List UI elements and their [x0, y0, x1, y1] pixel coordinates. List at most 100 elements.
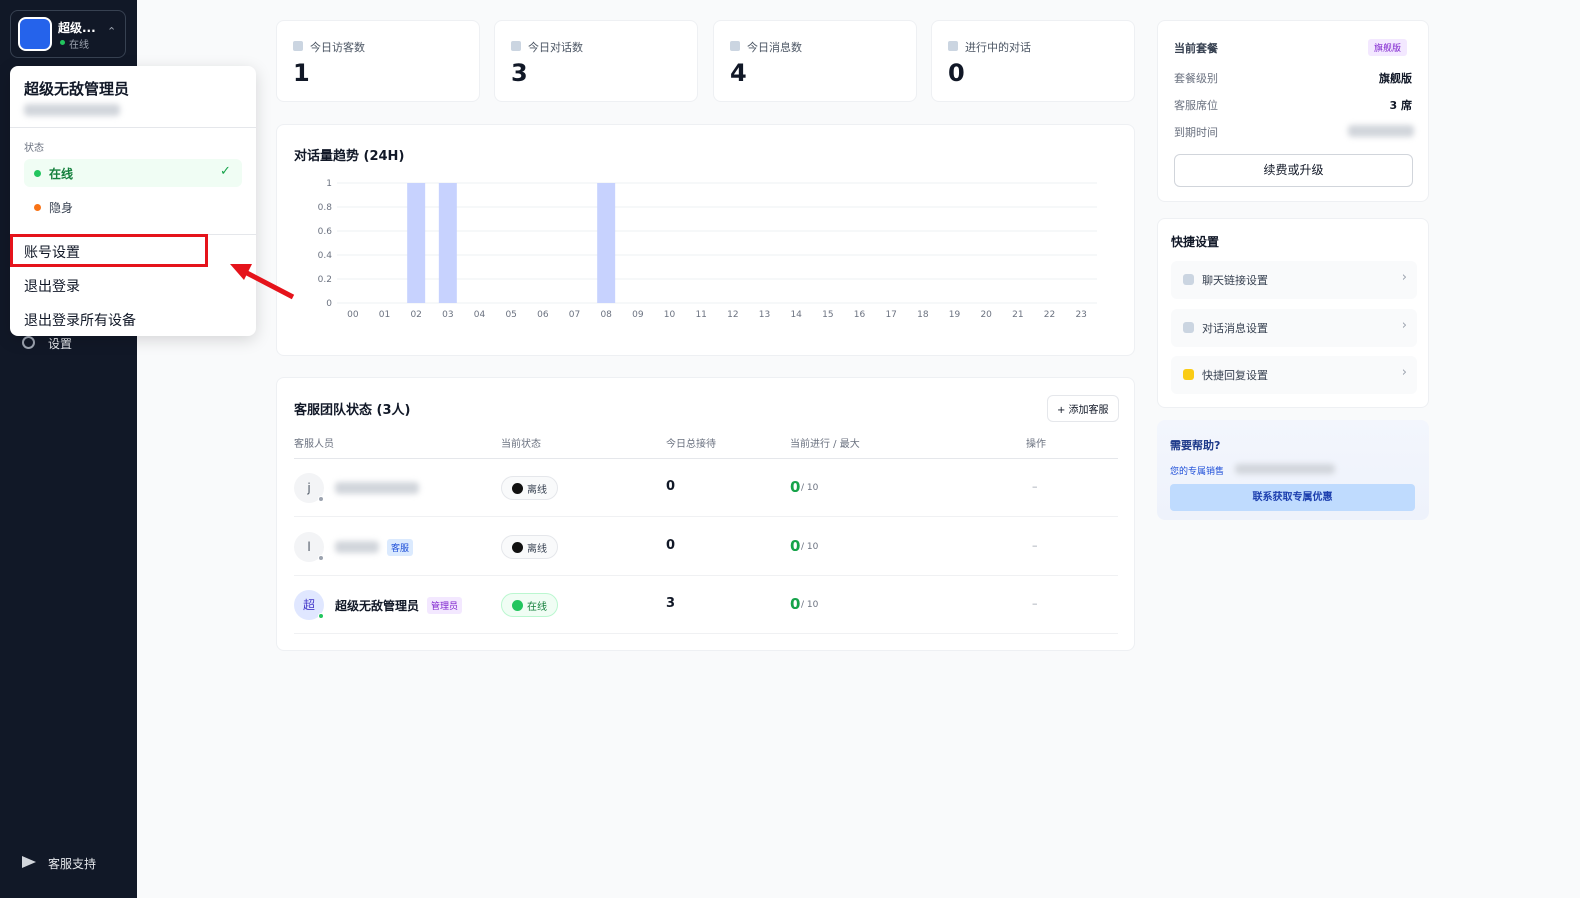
quick-item[interactable]: 快捷回复设置 ›	[1171, 356, 1417, 394]
menu-item[interactable]: 退出登录所有设备	[24, 313, 136, 329]
chevron: ⌃	[107, 25, 117, 38]
plan-title: 当前套餐	[1174, 42, 1218, 55]
presence-dot	[318, 613, 324, 619]
divider	[294, 458, 1118, 459]
email-blur	[24, 104, 120, 116]
status-dot	[34, 204, 41, 211]
x-tick-label: 08	[600, 310, 612, 320]
quick-item[interactable]: 聊天链接设置 ›	[1171, 261, 1417, 299]
x-tick-label: 15	[822, 310, 833, 320]
status-option[interactable]: 隐身	[24, 193, 242, 221]
action: –	[1032, 597, 1038, 610]
help-title: 需要帮助?	[1170, 439, 1221, 452]
today-count: 3	[666, 596, 676, 611]
team-title: 客服团队状态 (3人)	[294, 403, 411, 418]
current-load: 0	[790, 536, 801, 555]
chevron: ›	[1401, 270, 1407, 285]
quick-item[interactable]: 对话消息设置 ›	[1171, 308, 1417, 347]
contact-button[interactable]: 联系获取专属优惠	[1170, 484, 1415, 511]
y-tick-label: 0.2	[318, 275, 332, 285]
settings-link[interactable]: 设置	[48, 337, 73, 351]
support-link[interactable]: 客服支持	[48, 857, 97, 871]
role-badge: 管理员	[427, 597, 463, 614]
x-tick-label: 09	[632, 310, 644, 320]
status-dot	[512, 600, 523, 611]
quick-card: 快捷设置 聊天链接设置 › 对话消息设置 › 快捷回复设置 ›	[1157, 218, 1429, 408]
stat-value: 0	[948, 59, 965, 87]
stat-label: 进行中的对话	[965, 41, 1031, 54]
x-tick-label: 19	[949, 310, 961, 320]
send-icon	[22, 856, 36, 868]
stat-icon	[730, 41, 740, 51]
item-icon	[1183, 369, 1194, 380]
current-load: 0	[790, 478, 801, 496]
status-pill: 离线	[501, 534, 558, 559]
team-card: 客服团队状态 (3人) + 添加客服 客服人员 当前状态 今日总接待 当前进行 / 最大 操…	[276, 377, 1135, 651]
y-tick-label: 0	[326, 299, 332, 309]
status-dot	[512, 483, 523, 494]
max-load: / 10	[801, 541, 819, 552]
stat-icon	[948, 41, 958, 51]
plan-row-value: 3 席	[1389, 99, 1412, 112]
y-tick-label: 1	[326, 179, 332, 189]
x-tick-label: 16	[854, 310, 866, 320]
gear-icon	[22, 336, 35, 349]
action: –	[1032, 538, 1038, 552]
status-option[interactable]: 在线 ✓	[24, 159, 242, 187]
max-load: / 10	[801, 600, 819, 610]
status-dot	[512, 541, 523, 553]
stat-icon	[511, 41, 521, 51]
table-header: 操作	[1026, 439, 1046, 450]
action: –	[1032, 480, 1038, 493]
user-box[interactable]: 超级... 在线 ⌃	[10, 10, 126, 58]
stat-icon	[293, 41, 303, 51]
bar	[407, 183, 426, 303]
stat-card: 今日访客数 1	[276, 20, 480, 102]
x-tick-label: 18	[917, 310, 929, 320]
value-blur	[1348, 125, 1414, 137]
user-name: 超级...	[58, 21, 96, 35]
x-tick-label: 05	[505, 310, 516, 320]
chart-card: 对话量趋势 (24H) 0 0.2 0.4 0.6 0.8 1 00 01 02 03 04 05 06 0…	[276, 124, 1135, 356]
y-tick-label: 0.6	[318, 227, 333, 237]
renew-button[interactable]: 续费或升级	[1174, 154, 1413, 187]
item-icon	[1183, 321, 1194, 333]
x-tick-label: 00	[347, 310, 359, 320]
user-status: 在线	[69, 40, 89, 51]
menu-item[interactable]: 账号设置	[24, 245, 80, 261]
today-count: 0	[666, 537, 676, 553]
dropdown-name: 超级无敌管理员	[24, 80, 130, 98]
today-count: 0	[666, 479, 676, 494]
x-tick-label: 23	[1075, 310, 1086, 320]
x-tick-label: 17	[885, 310, 896, 320]
divider	[10, 127, 256, 128]
plan-card: 当前套餐 旗舰版 套餐级别 旗舰版 客服席位 3 席到期时间 续费或升级	[1157, 20, 1429, 202]
quick-item-label: 聊天链接设置	[1202, 274, 1268, 287]
x-tick-label: 03	[442, 310, 453, 320]
x-tick-label: 11	[695, 310, 706, 320]
add-button[interactable]: + 添加客服	[1047, 395, 1119, 422]
status-label: 状态	[24, 143, 44, 154]
chevron: ›	[1401, 317, 1407, 333]
table-header: 今日总接待	[666, 439, 716, 450]
status-pill: 在线	[501, 593, 558, 617]
name-blur	[335, 540, 379, 553]
stat-value: 1	[293, 59, 310, 87]
help-card: 需要帮助? 您的专属销售联系获取专属优惠	[1157, 420, 1429, 520]
bar	[438, 183, 457, 303]
item-icon	[1183, 274, 1194, 285]
bar	[597, 183, 616, 303]
stat-value: 3	[511, 59, 528, 87]
role-badge: 客服	[387, 538, 414, 556]
status-dot	[60, 40, 65, 45]
highlight-box	[10, 234, 208, 267]
x-tick-label: 20	[980, 310, 992, 320]
status-text: 离线	[527, 485, 547, 496]
status-dot	[34, 170, 41, 177]
x-tick-label: 02	[410, 310, 421, 320]
sales-label: 您的专属销售	[1170, 467, 1225, 477]
plan-row-label: 到期时间	[1174, 126, 1218, 139]
y-tick-label: 0.4	[318, 251, 333, 261]
sales-blur	[1235, 464, 1335, 474]
menu-item[interactable]: 退出登录	[24, 279, 80, 295]
